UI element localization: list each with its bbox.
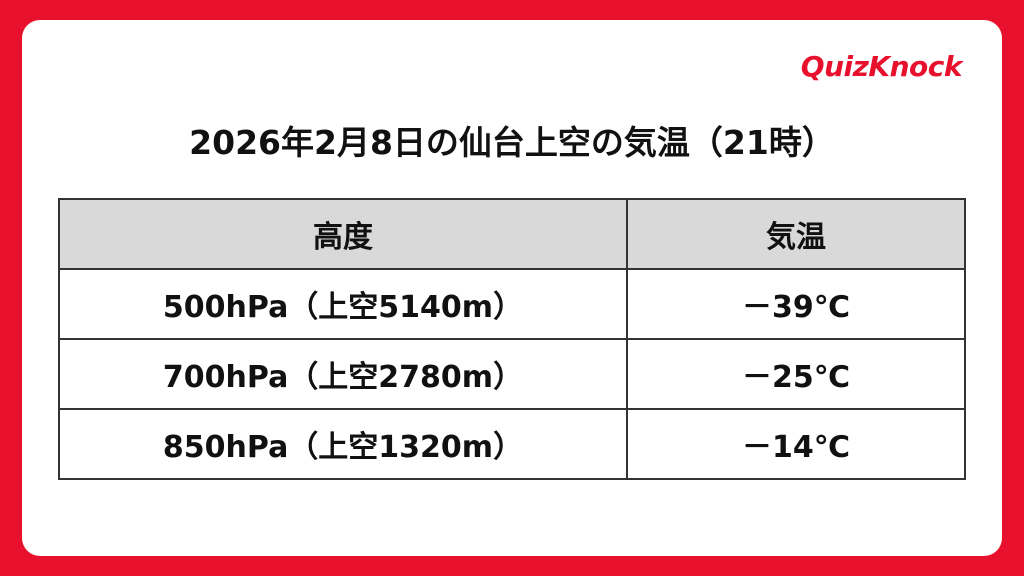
table-cell: －14℃ xyxy=(626,408,966,480)
table-cell: 500hPa（上空5140m） xyxy=(58,268,628,340)
logo: QuizKnock xyxy=(800,50,963,83)
table-body: 500hPa（上空5140m） －39℃ 700hPa（上空2780m） －25℃ 85… xyxy=(58,268,966,480)
header-row: 高度 気温 xyxy=(58,198,966,270)
table-cell: 850hPa（上空1320m） xyxy=(58,408,628,480)
title: 2026年2月8日の仙台上空の気温（21時） xyxy=(189,123,835,162)
table-cell: 700hPa（上空2780m） xyxy=(58,338,628,410)
column-header: 気温 xyxy=(626,198,966,270)
column-header: 高度 xyxy=(58,198,628,270)
table-cell: －39℃ xyxy=(626,268,966,340)
table-cell: －25℃ xyxy=(626,338,966,410)
table: 高度 気温 500hPa（上空5140m） －39℃ 700hPa（上空2780m）… xyxy=(58,198,966,480)
card: QuizKnock 2026年2月8日の仙台上空の気温（21時） 高度 気温 5… xyxy=(22,20,1002,556)
table-row: 500hPa（上空5140m） －39℃ xyxy=(58,268,966,340)
table-head: 高度 気温 xyxy=(58,198,966,270)
table-row: 700hPa（上空2780m） －25℃ xyxy=(58,338,966,410)
table-row: 850hPa（上空1320m） －14℃ xyxy=(58,408,966,480)
